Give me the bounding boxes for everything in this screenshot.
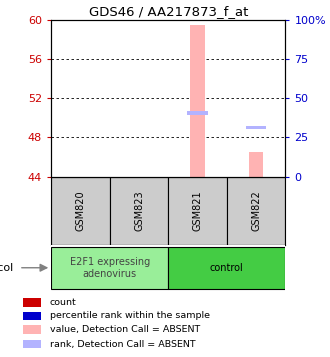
Text: E2F1 expressing
adenovirus: E2F1 expressing adenovirus xyxy=(70,257,150,278)
Text: GSM820: GSM820 xyxy=(76,190,85,231)
Text: GSM821: GSM821 xyxy=(193,190,203,231)
Bar xyxy=(187,111,208,115)
Bar xyxy=(249,152,263,177)
Bar xyxy=(110,177,168,245)
Text: protocol: protocol xyxy=(0,263,13,273)
Bar xyxy=(23,298,41,307)
Bar xyxy=(23,340,41,348)
Bar xyxy=(51,247,168,288)
Text: rank, Detection Call = ABSENT: rank, Detection Call = ABSENT xyxy=(50,340,195,348)
Bar xyxy=(168,247,285,288)
Title: GDS46 / AA217873_f_at: GDS46 / AA217873_f_at xyxy=(89,5,248,19)
Bar xyxy=(51,177,110,245)
Text: control: control xyxy=(210,263,244,273)
Bar xyxy=(246,126,266,129)
Text: GSM822: GSM822 xyxy=(251,190,261,231)
Text: GSM823: GSM823 xyxy=(134,190,144,231)
Text: value, Detection Call = ABSENT: value, Detection Call = ABSENT xyxy=(50,325,200,334)
Bar xyxy=(23,325,41,334)
Text: percentile rank within the sample: percentile rank within the sample xyxy=(50,311,210,321)
Bar xyxy=(190,25,205,177)
Bar xyxy=(168,177,227,245)
Text: count: count xyxy=(50,298,76,307)
Bar xyxy=(23,312,41,320)
Bar xyxy=(227,177,285,245)
